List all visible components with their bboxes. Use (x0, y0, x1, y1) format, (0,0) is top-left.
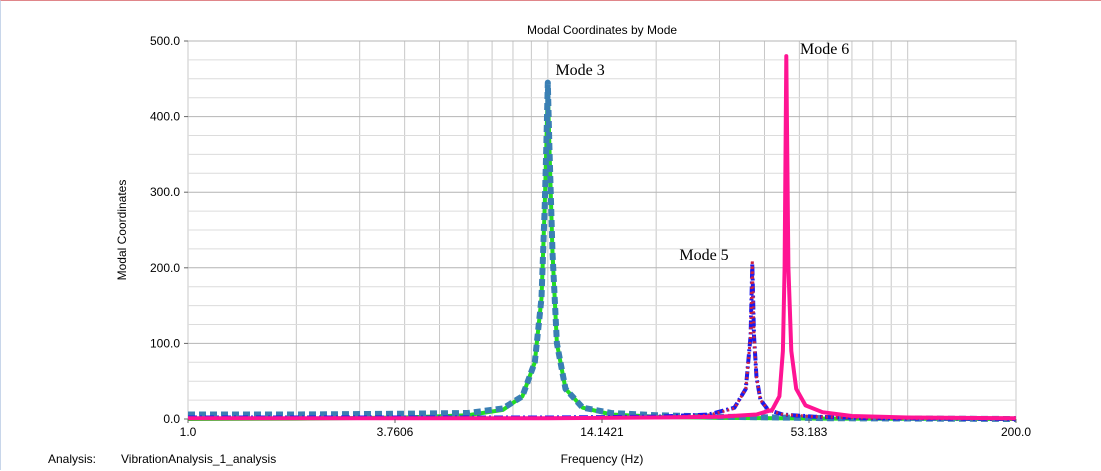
x-tick-label: 200.0 (1001, 425, 1031, 439)
x-tick-labels: 1.0 3.7606 14.1421 53.183 200.0 (180, 419, 1031, 439)
analysis-label: Analysis: (48, 452, 96, 466)
series-line-4 (188, 258, 1017, 421)
x-axis-label: Frequency (Hz) (561, 452, 644, 466)
mode-annotation: Mode 5 (679, 247, 728, 264)
y-tick-label: 400.0 (150, 110, 180, 124)
y-tick-label: 200.0 (150, 261, 180, 275)
x-tick-label: 1.0 (180, 425, 197, 439)
series-line-2 (188, 79, 1017, 422)
mode-annotation: Mode 3 (555, 62, 604, 79)
x-tick-label: 14.1421 (580, 425, 624, 439)
series-group (187, 54, 1017, 422)
annotations: Mode 3 Mode 5 Mode 6 (555, 41, 849, 264)
y-tick-labels: 0.0 100.0 200.0 300.0 400.0 500.0 (150, 34, 188, 426)
y-tick-label: 500.0 (150, 34, 180, 48)
y-tick-label: 0.0 (163, 412, 180, 426)
x-tick-label: 3.7606 (377, 425, 414, 439)
mode-annotation: Mode 6 (800, 41, 849, 58)
chart-title: Modal Coordinates by Mode (527, 23, 677, 37)
y-axis-label: Modal Coordinates (115, 180, 129, 281)
grid (187, 40, 1017, 420)
analysis-value: VibrationAnalysis_1_analysis (121, 452, 276, 466)
x-tick-label: 53.183 (791, 425, 828, 439)
y-tick-label: 100.0 (150, 336, 180, 350)
y-tick-label: 300.0 (150, 185, 180, 199)
series-line-5 (188, 54, 1017, 421)
